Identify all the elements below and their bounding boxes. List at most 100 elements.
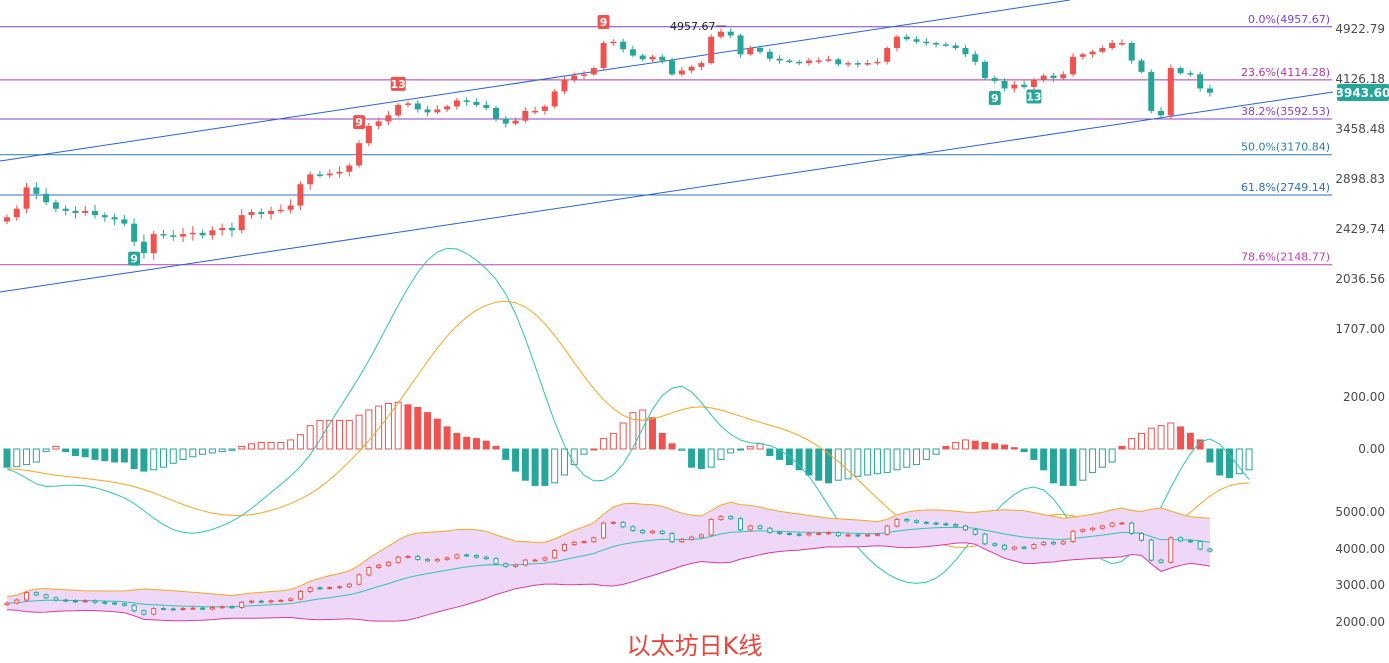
macd-bar (91, 448, 99, 460)
macd-bar (287, 439, 295, 450)
macd-bar (805, 448, 813, 476)
boll-candle-body (268, 600, 274, 603)
candle-body (228, 227, 235, 231)
high-annotation: 4957.67 (670, 20, 726, 33)
candle-body (189, 232, 196, 235)
candle-body (101, 215, 108, 218)
candle-body (444, 106, 451, 110)
candle-body (493, 107, 499, 119)
candle-body (307, 174, 314, 185)
candle-body (962, 48, 969, 55)
fib-label: 50.0%(3170.84) (1241, 141, 1330, 154)
macd-bar (453, 432, 461, 450)
macd-bar (756, 443, 764, 450)
boll-candle-body (209, 606, 215, 610)
candle-body (610, 41, 617, 44)
macd-bar (228, 448, 236, 451)
boll-candle-body (630, 526, 636, 531)
boll-candle-body (160, 608, 166, 611)
macd-bar (707, 448, 715, 468)
boll-candle-body (297, 591, 303, 600)
boll-candle-body (33, 592, 39, 596)
candle-body (590, 68, 597, 75)
boll-axis-tick: 4000.00 (1335, 542, 1385, 556)
macd-bar (1245, 448, 1253, 471)
macd-bar (746, 445, 754, 450)
boll-candle-body (190, 607, 196, 610)
candle-body (483, 104, 490, 108)
boll-candle-body (718, 515, 724, 520)
candle-body (698, 63, 705, 67)
trendline-lower (0, 91, 1334, 293)
macd-bar (737, 448, 744, 451)
macd-bar (834, 448, 842, 481)
boll-candle-body (1031, 544, 1037, 549)
td-marker-label: 9 (130, 253, 138, 266)
candle-body (424, 109, 431, 113)
macd-bar (766, 448, 774, 456)
boll-candle-body (874, 533, 880, 536)
macd-bar (668, 443, 676, 450)
td-marker-box (988, 90, 1001, 105)
boll-candle-body (395, 556, 401, 563)
macd-bar (248, 443, 255, 450)
candle-body (1167, 68, 1174, 116)
boll-candle-body (757, 525, 763, 529)
macd-bar (952, 442, 960, 450)
boll-lower-line (6, 542, 1210, 622)
boll-axis-tick: 3000.00 (1335, 578, 1385, 592)
candle-body (1128, 42, 1135, 61)
macd-bar (678, 448, 686, 451)
boll-candle-body (532, 559, 538, 562)
boll-candle-body (121, 603, 127, 606)
price-candles (4, 28, 1213, 260)
candle-body (864, 63, 871, 65)
boll-candle-body (962, 525, 968, 531)
boll-candle-body (640, 530, 646, 534)
macd-bar (1059, 448, 1067, 486)
boll-candle-body (904, 518, 910, 522)
candle-body (1070, 56, 1077, 75)
boll-candle-body (24, 592, 30, 601)
candle-body (268, 210, 275, 215)
boll-candle-body (1187, 540, 1193, 543)
candle-body (678, 70, 685, 75)
macd-bar (815, 448, 823, 481)
candle-body (1089, 51, 1096, 55)
candle-body (4, 217, 10, 222)
td-marker-label: 9 (991, 92, 999, 105)
candle-body (453, 100, 460, 107)
boll-candle-body (72, 600, 78, 603)
macd-bar (23, 448, 31, 466)
macd-bar (482, 440, 490, 450)
macd-bar (648, 417, 656, 450)
candle-body (659, 56, 666, 61)
candle-body (43, 193, 50, 203)
boll-candle-body (376, 564, 382, 569)
macd-bar (1157, 425, 1165, 450)
candle-body (434, 109, 441, 113)
boll-band-fill (7, 502, 1210, 622)
price-badge-box (1337, 84, 1389, 101)
boll-candle-body (982, 533, 988, 545)
bollinger-panel: 5000.00 4000.00 3000.00 2000.00 (4, 501, 1385, 629)
candle-body (1030, 79, 1037, 87)
candle-body (893, 36, 900, 49)
macd-bar (169, 448, 177, 464)
boll-candle-body (933, 522, 939, 525)
candle-body (825, 59, 832, 61)
boll-candle-body (454, 554, 460, 559)
boll-candle-body (835, 532, 841, 537)
boll-candle-body (151, 608, 157, 615)
candle-body (131, 223, 138, 242)
fib-label: 23.6%(4114.28) (1241, 66, 1330, 79)
boll-axis-tick: 2000.00 (1335, 615, 1385, 629)
candle-body (219, 227, 226, 231)
boll-candle-body (327, 586, 333, 589)
boll-candle-body (102, 601, 108, 604)
boll-candle-body (816, 532, 822, 535)
candle-body (1158, 110, 1165, 116)
macd-bar (1216, 448, 1224, 476)
boll-candle-body (43, 594, 49, 599)
macd-bar (159, 448, 167, 468)
